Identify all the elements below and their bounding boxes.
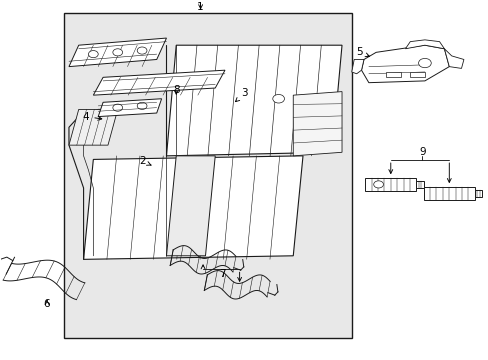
Polygon shape — [423, 186, 474, 200]
Circle shape — [137, 47, 147, 54]
Circle shape — [137, 102, 147, 109]
Text: 7: 7 — [219, 269, 225, 279]
Circle shape — [88, 50, 98, 58]
Polygon shape — [351, 59, 363, 74]
Text: 3: 3 — [235, 89, 247, 102]
Polygon shape — [166, 156, 215, 256]
Polygon shape — [405, 40, 444, 49]
Polygon shape — [98, 99, 161, 117]
Polygon shape — [361, 45, 448, 83]
Text: 6: 6 — [43, 299, 50, 309]
Polygon shape — [93, 70, 224, 95]
Text: 4: 4 — [82, 112, 102, 122]
Polygon shape — [166, 45, 341, 156]
Text: 9: 9 — [418, 147, 425, 157]
Circle shape — [373, 181, 383, 188]
Text: 1: 1 — [197, 2, 203, 12]
Bar — [409, 72, 424, 77]
Polygon shape — [83, 156, 303, 259]
Polygon shape — [415, 181, 423, 188]
Polygon shape — [69, 109, 118, 145]
Text: 2: 2 — [139, 156, 151, 166]
Polygon shape — [474, 190, 481, 197]
Circle shape — [113, 104, 122, 111]
Polygon shape — [365, 177, 415, 191]
Polygon shape — [444, 49, 463, 68]
Bar — [64, 13, 351, 338]
Polygon shape — [69, 38, 166, 67]
Text: 5: 5 — [355, 47, 368, 57]
Text: 8: 8 — [173, 85, 179, 95]
Circle shape — [418, 58, 430, 68]
Circle shape — [272, 94, 284, 103]
Polygon shape — [293, 91, 341, 156]
Circle shape — [113, 49, 122, 56]
Bar — [385, 72, 400, 77]
